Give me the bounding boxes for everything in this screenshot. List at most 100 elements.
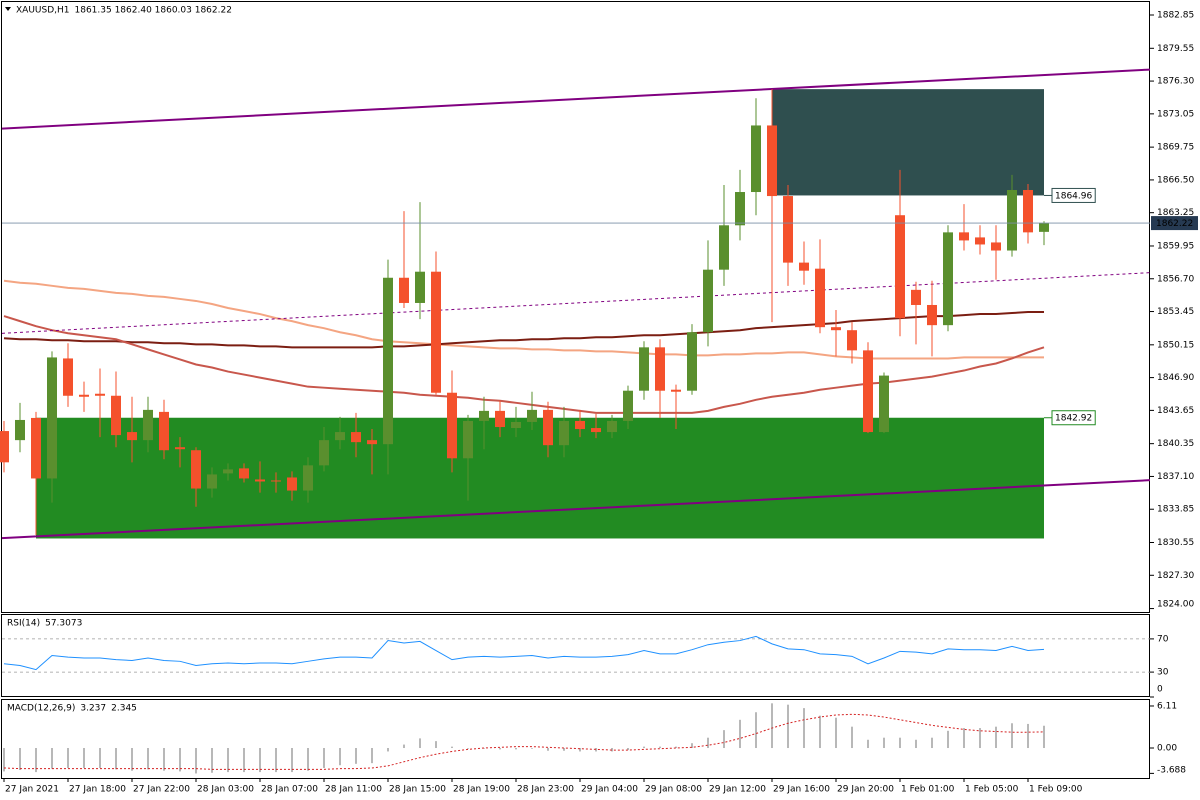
candle-body (287, 477, 297, 491)
macd-bar (675, 746, 677, 749)
trendline (1, 68, 1151, 130)
candle-body (63, 358, 73, 396)
candle-body (879, 375, 889, 433)
candle-body (319, 440, 329, 466)
candle-body (543, 409, 553, 446)
y-tick-label: 6.11 (1157, 702, 1177, 712)
candle-body (303, 465, 313, 491)
indicator-value: 2.345 (111, 704, 137, 714)
candle-body (655, 347, 665, 391)
ohlc-header: 1861.35 1862.40 1860.03 1862.22 (75, 6, 232, 16)
macd-bar (35, 748, 37, 773)
y-tick-label: 1859.95 (1157, 241, 1194, 251)
candle-body (15, 419, 25, 441)
x-tick-label: 29 Jan 08:00 (645, 785, 702, 795)
last-price-box (1151, 216, 1198, 231)
candle-body (399, 277, 409, 303)
x-tick-label: 28 Jan 23:00 (517, 785, 574, 795)
macd-bar (659, 746, 661, 749)
candle-body (511, 421, 521, 429)
macd-bar (307, 748, 309, 771)
x-tick-label: 28 Jan 07:00 (261, 785, 318, 795)
x-tick-label: 29 Jan 16:00 (773, 785, 830, 795)
candle-body (767, 125, 777, 197)
y-tick-label: 1833.85 (1157, 505, 1194, 515)
macd-bar (211, 748, 213, 773)
candle-body (31, 417, 41, 479)
candle-body (223, 469, 233, 474)
x-tick-label: 28 Jan 11:00 (325, 785, 382, 795)
candle-body (175, 447, 185, 450)
macd-bar (67, 748, 69, 768)
x-tick-label: 1 Feb 01:00 (901, 785, 955, 795)
macd-bar (179, 748, 181, 772)
macd-bar (595, 748, 597, 752)
candle-body (351, 432, 361, 443)
candle-body (751, 125, 761, 193)
macd-bar (195, 748, 197, 774)
macd-bar (435, 741, 437, 749)
candle-body (911, 289, 921, 305)
macd-bar (515, 748, 517, 750)
indicator-value: 57.3073 (45, 619, 82, 629)
y-tick-label: 1840.35 (1157, 439, 1194, 449)
candle-body (975, 237, 985, 245)
candle-body (815, 268, 825, 328)
macd-bar (163, 748, 165, 771)
macd-bar (627, 748, 629, 751)
last-price-label: 1862.22 (1156, 219, 1193, 229)
candle-body (847, 330, 857, 351)
candle-body (79, 394, 89, 397)
indicator-title: MACD(12,26,9) (7, 704, 75, 714)
indicator-line (3, 635, 1045, 671)
candle-body (575, 420, 585, 430)
y-tick-label: 1853.45 (1157, 307, 1194, 317)
macd-bar (867, 739, 869, 749)
candle-body (479, 410, 489, 421)
macd-bar (803, 708, 805, 749)
macd-bar (915, 739, 917, 749)
candle-body (1039, 223, 1049, 232)
menu-arrow (5, 7, 11, 11)
candle-body (591, 428, 601, 433)
y-tick-label: 0.00 (1157, 744, 1177, 754)
candle-body (159, 411, 169, 451)
y-tick-label: -3.688 (1157, 766, 1186, 776)
candle-body (687, 332, 697, 391)
macd-bar (19, 748, 21, 771)
chart-title: XAUUSD,H1 (16, 6, 70, 16)
y-tick-label: 1869.75 (1157, 143, 1194, 153)
trendline (1, 479, 1151, 540)
y-tick-label: 1827.30 (1157, 571, 1194, 581)
macd-bar (723, 730, 725, 749)
macd-bar (1011, 723, 1013, 749)
x-tick-label: 1 Feb 09:00 (1029, 785, 1083, 795)
candle-body (639, 347, 649, 391)
macd-bar (771, 703, 773, 749)
zone (36, 417, 1044, 539)
macd-bar (403, 744, 405, 749)
candle-body (447, 392, 457, 459)
candle-body (255, 479, 265, 482)
rsi-panel (1, 614, 1150, 697)
x-tick-label: 27 Jan 18:00 (69, 785, 126, 795)
y-tick-label: 1873.05 (1157, 109, 1194, 119)
candle-body (527, 409, 537, 422)
candle-body (863, 350, 873, 433)
x-tick-label: 1 Feb 05:00 (965, 785, 1019, 795)
x-tick-label: 28 Jan 03:00 (197, 785, 254, 795)
macd-bar (707, 737, 709, 749)
y-tick-label: 1837.10 (1157, 472, 1194, 482)
macd-bar (387, 748, 389, 752)
candle-body (959, 232, 969, 241)
macd-bar (371, 748, 373, 764)
x-tick-label: 28 Jan 15:00 (389, 785, 446, 795)
macd-bar (835, 717, 837, 749)
indicator-title: RSI(14) (7, 619, 40, 629)
x-tick-label: 28 Jan 19:00 (453, 785, 510, 795)
macd-bar (1027, 723, 1029, 749)
candle-body (367, 440, 377, 445)
macd-bar (787, 704, 789, 749)
macd-bar (339, 748, 341, 766)
